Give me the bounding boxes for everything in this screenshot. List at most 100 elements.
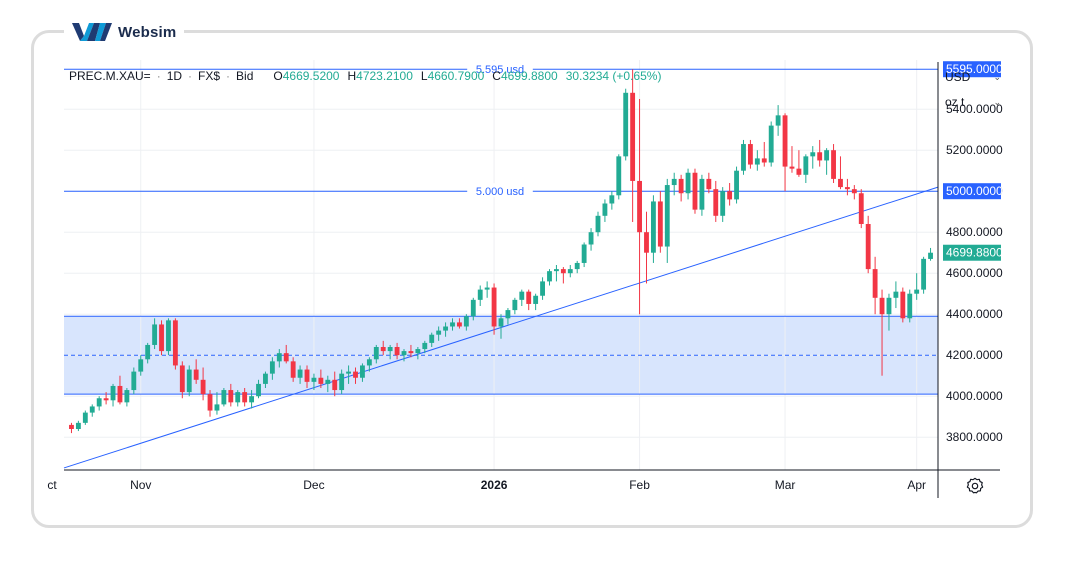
candle-body <box>450 322 455 327</box>
unit-select[interactable]: oz t ⌄ <box>945 95 1001 109</box>
last-price-badge-bg <box>943 244 1001 261</box>
candle-body <box>318 377 324 384</box>
candle-body <box>824 150 830 161</box>
candle-body <box>235 392 241 403</box>
symbol-name[interactable]: PREC.M.XAU= <box>69 69 151 83</box>
y-tick-label: 4600.0000 <box>946 266 1003 280</box>
candle-body <box>179 365 185 393</box>
candle-body <box>803 156 809 175</box>
candle-body <box>436 330 442 335</box>
y-tick-label: 4800.0000 <box>946 225 1003 239</box>
x-tick-label: Feb <box>629 478 650 492</box>
currency-select[interactable]: USD ⌄ <box>945 70 1001 84</box>
settings-icon[interactable] <box>966 477 984 495</box>
candle-body <box>283 353 289 362</box>
candle-body <box>671 178 677 186</box>
candle-body <box>789 166 795 169</box>
candle-body <box>865 224 871 270</box>
candle-body <box>796 168 802 175</box>
y-tick-label: 4000.0000 <box>946 389 1003 403</box>
candle-body <box>110 385 116 401</box>
candle-body <box>463 316 469 327</box>
candle-body <box>692 172 698 210</box>
candle-body <box>574 262 580 270</box>
candle-body <box>443 326 449 331</box>
candle-body <box>457 322 462 327</box>
candle-body <box>921 258 927 290</box>
candle-body <box>914 289 920 294</box>
line-label-bg <box>467 183 533 198</box>
candle-body <box>879 297 885 315</box>
candle-body <box>477 289 483 300</box>
candle-body <box>346 371 352 374</box>
candle-body <box>422 342 428 350</box>
chevron-down-icon: ⌄ <box>993 96 1001 107</box>
candle-body <box>401 351 407 356</box>
candle-body <box>519 291 525 300</box>
candle-body <box>366 359 372 366</box>
interval[interactable]: 1D <box>166 69 183 83</box>
candle-body <box>408 351 414 354</box>
candle-body <box>117 385 123 403</box>
candle-body <box>858 193 864 224</box>
chart-frame <box>31 30 1033 528</box>
open-label: O <box>273 69 283 83</box>
candle-body <box>678 178 684 194</box>
x-tick-label: 2026 <box>481 478 508 492</box>
candle-body <box>706 178 712 190</box>
candle-body <box>103 398 109 401</box>
candle-body <box>810 152 816 157</box>
candle-body <box>754 158 760 165</box>
close-value: 4699.8800 <box>500 69 558 83</box>
candle-body <box>221 390 227 405</box>
candle-body <box>588 232 594 245</box>
candle-body <box>193 369 199 380</box>
candle-body <box>131 371 137 391</box>
candle-body <box>145 344 151 360</box>
candle-body <box>360 365 365 378</box>
candle-body <box>623 92 629 157</box>
candle-body <box>415 349 421 354</box>
candle-body <box>747 144 753 165</box>
candle-body <box>263 373 268 384</box>
candle-body <box>152 324 158 345</box>
line-price-badge: 5000.0000 <box>946 184 1003 198</box>
candle-body <box>186 369 192 393</box>
candle-body <box>207 394 213 411</box>
candle-body <box>470 299 476 317</box>
candle-body <box>782 115 788 167</box>
x-tick-label: ct <box>47 478 57 492</box>
candle-body <box>380 347 386 352</box>
candle-body <box>276 353 282 362</box>
y-tick-label: 5200.0000 <box>946 143 1003 157</box>
open-value: 4669.5200 <box>282 69 340 83</box>
brand-name: Websim <box>118 23 177 41</box>
candle-body <box>553 269 559 272</box>
candle-body <box>166 320 171 352</box>
y-tick-label: 5400.0000 <box>946 102 1003 116</box>
candle-body <box>491 287 497 327</box>
candle-body <box>734 170 739 200</box>
high-label: H <box>347 69 357 83</box>
candle-body <box>269 361 275 374</box>
candle-body <box>616 156 622 196</box>
candle-body <box>851 189 857 194</box>
candle-body <box>512 299 518 311</box>
candle-body <box>339 373 345 391</box>
ohlc-header: PREC.M.XAU= · 1D · FX$ · Bid O 4669.5200… <box>69 69 662 83</box>
x-tick-label: Mar <box>775 478 796 492</box>
candle-body <box>429 334 435 343</box>
candle-body <box>484 287 490 290</box>
candle-body <box>394 347 400 356</box>
candle-body <box>498 318 504 327</box>
websim-logo: Websim <box>64 18 185 46</box>
candle-body <box>657 201 663 247</box>
candle-body <box>567 269 573 274</box>
candle-body <box>242 392 248 403</box>
candle-body <box>138 359 144 372</box>
horizontal-line-label: 5.595 usd <box>476 64 524 76</box>
candle-body <box>831 150 836 179</box>
candle-body <box>560 269 566 274</box>
candle-body <box>82 412 88 423</box>
